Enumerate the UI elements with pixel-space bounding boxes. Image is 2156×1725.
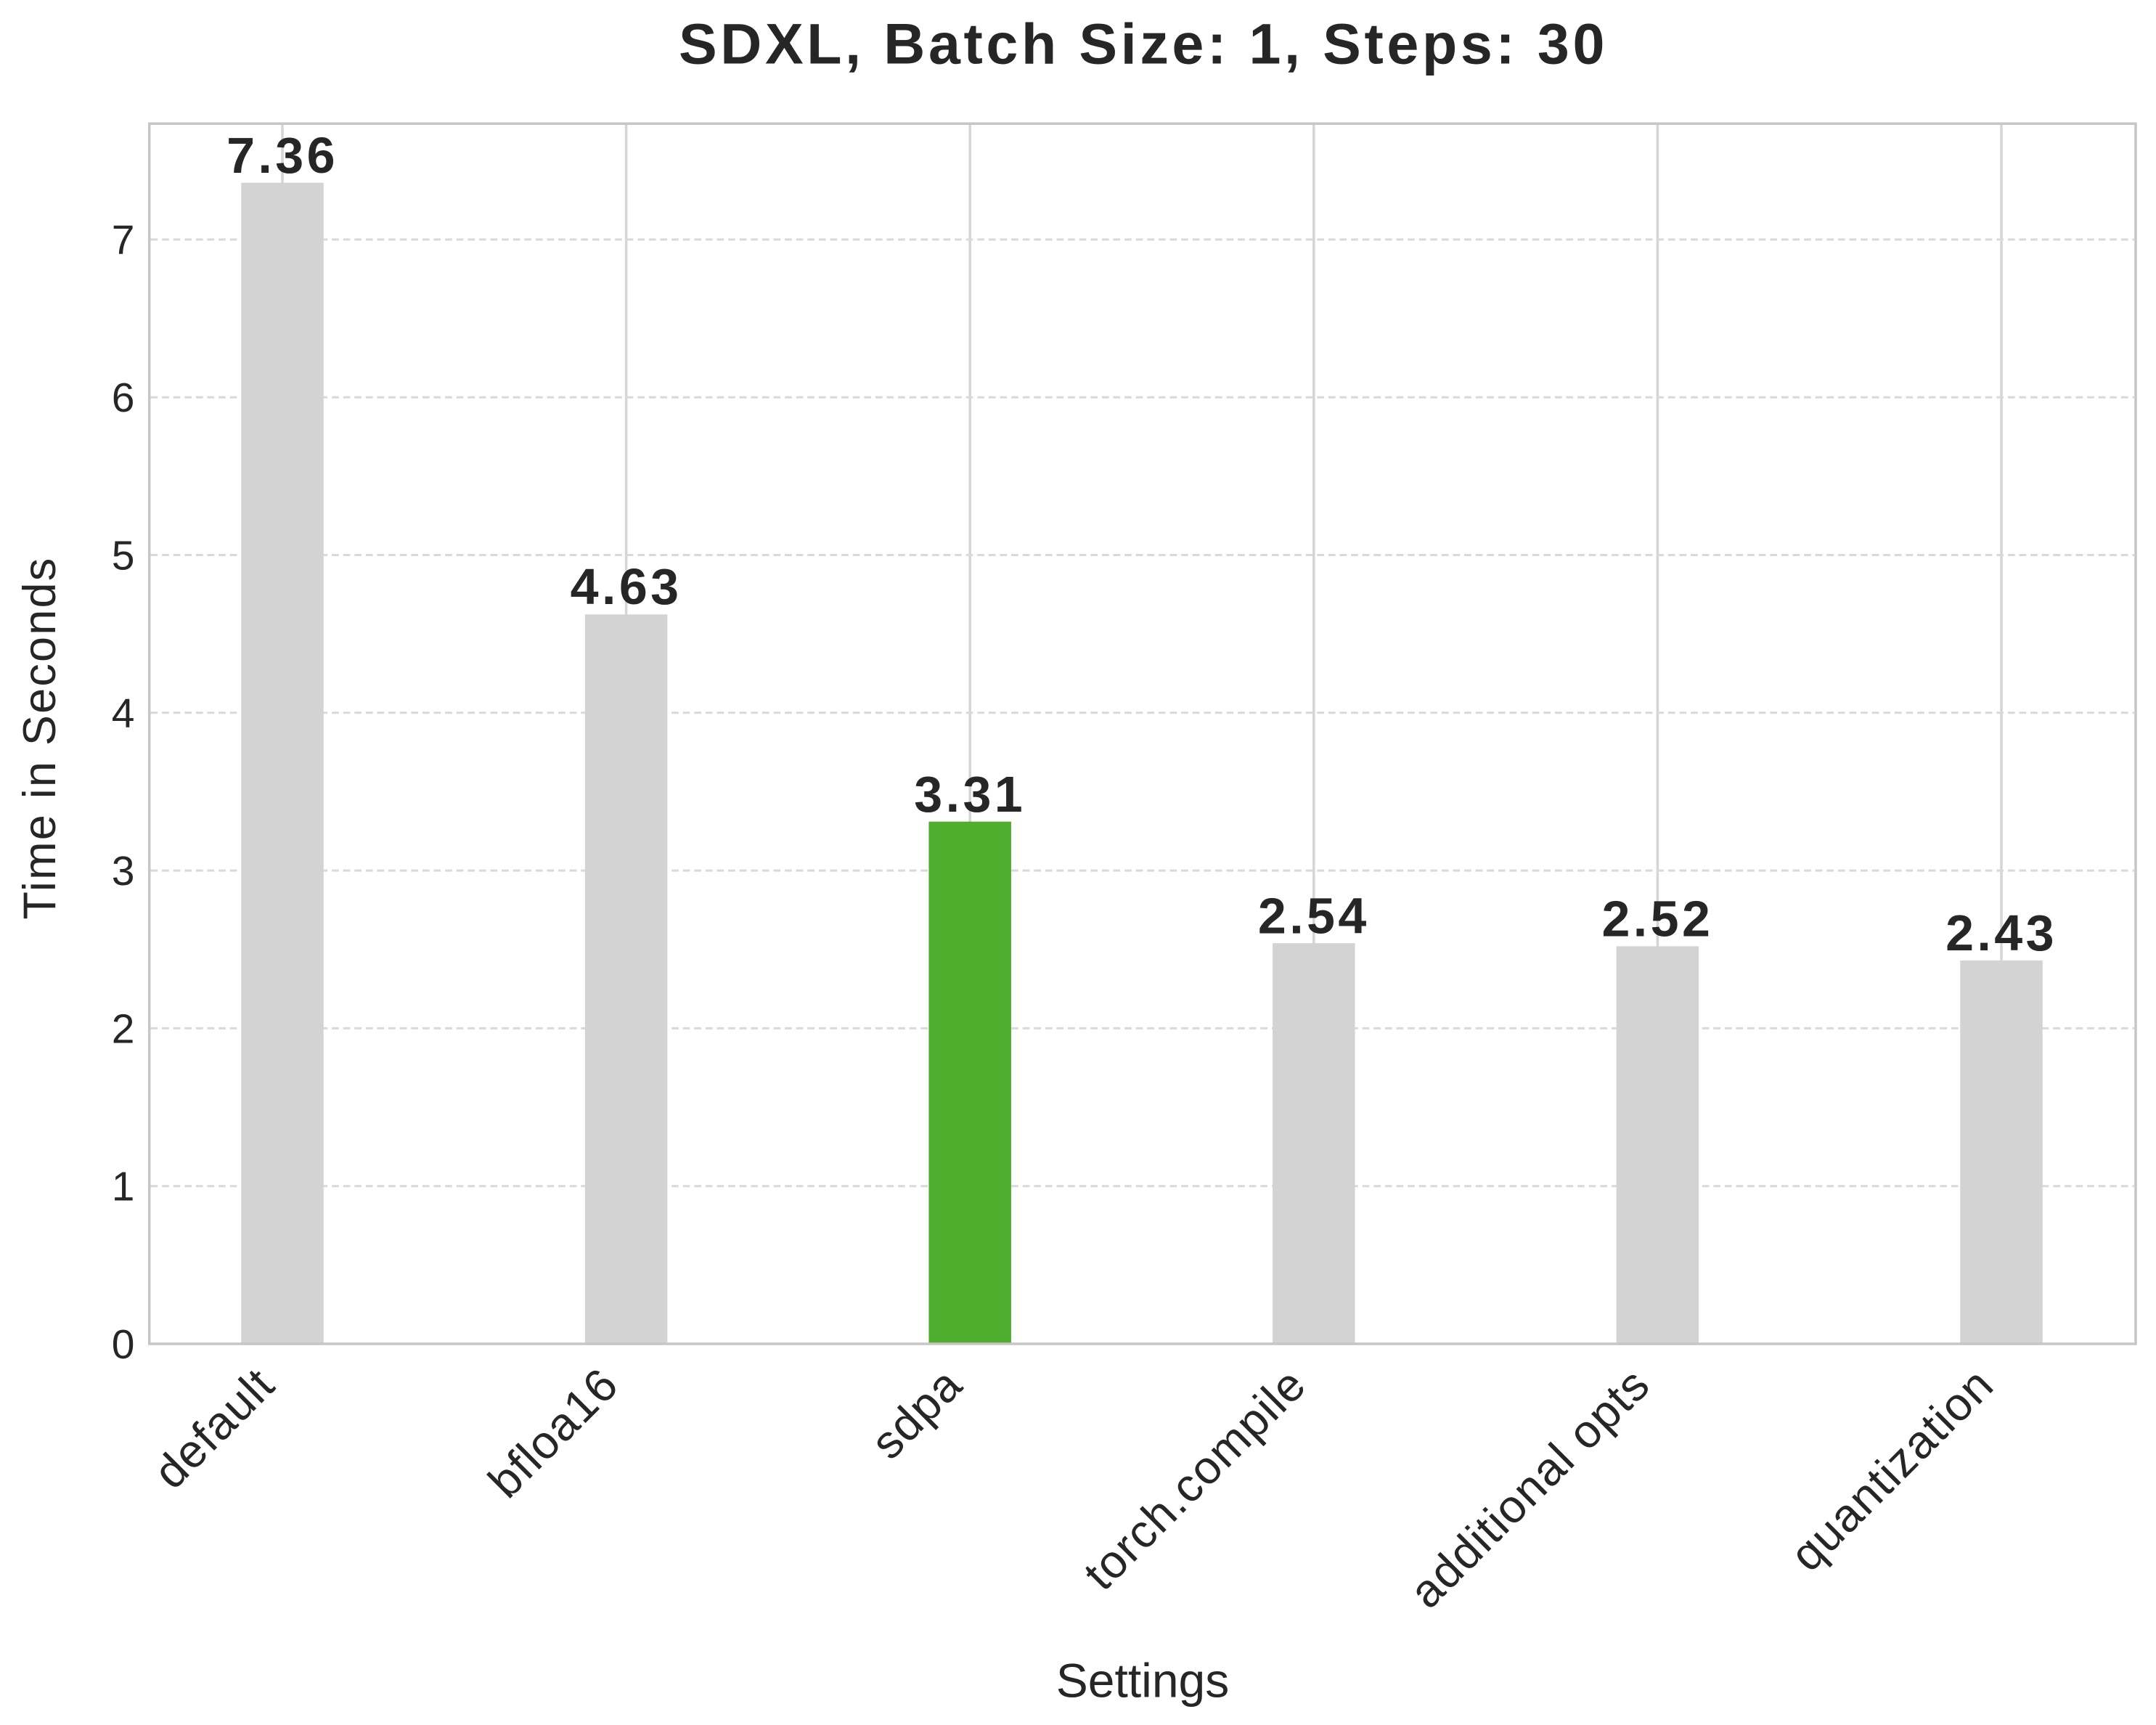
svg-text:1: 1 <box>112 1164 135 1210</box>
svg-text:Time in Seconds: Time in Seconds <box>15 557 65 920</box>
svg-text:0: 0 <box>112 1321 135 1368</box>
svg-text:7: 7 <box>112 217 135 264</box>
svg-text:3.31: 3.31 <box>914 766 1026 823</box>
svg-text:2.52: 2.52 <box>1601 891 1713 947</box>
svg-text:Settings: Settings <box>1056 1654 1229 1708</box>
svg-text:2: 2 <box>112 1006 135 1052</box>
svg-text:7.36: 7.36 <box>226 127 338 184</box>
svg-text:SDXL, Batch Size: 1, Steps: 30: SDXL, Batch Size: 1, Steps: 30 <box>679 11 1608 76</box>
svg-text:5: 5 <box>112 533 135 579</box>
svg-text:3: 3 <box>112 848 135 894</box>
svg-text:2.54: 2.54 <box>1258 887 1370 944</box>
svg-text:6: 6 <box>112 375 135 421</box>
svg-text:2.43: 2.43 <box>1945 905 2057 961</box>
svg-text:4.63: 4.63 <box>571 558 682 615</box>
svg-text:4: 4 <box>112 690 135 737</box>
